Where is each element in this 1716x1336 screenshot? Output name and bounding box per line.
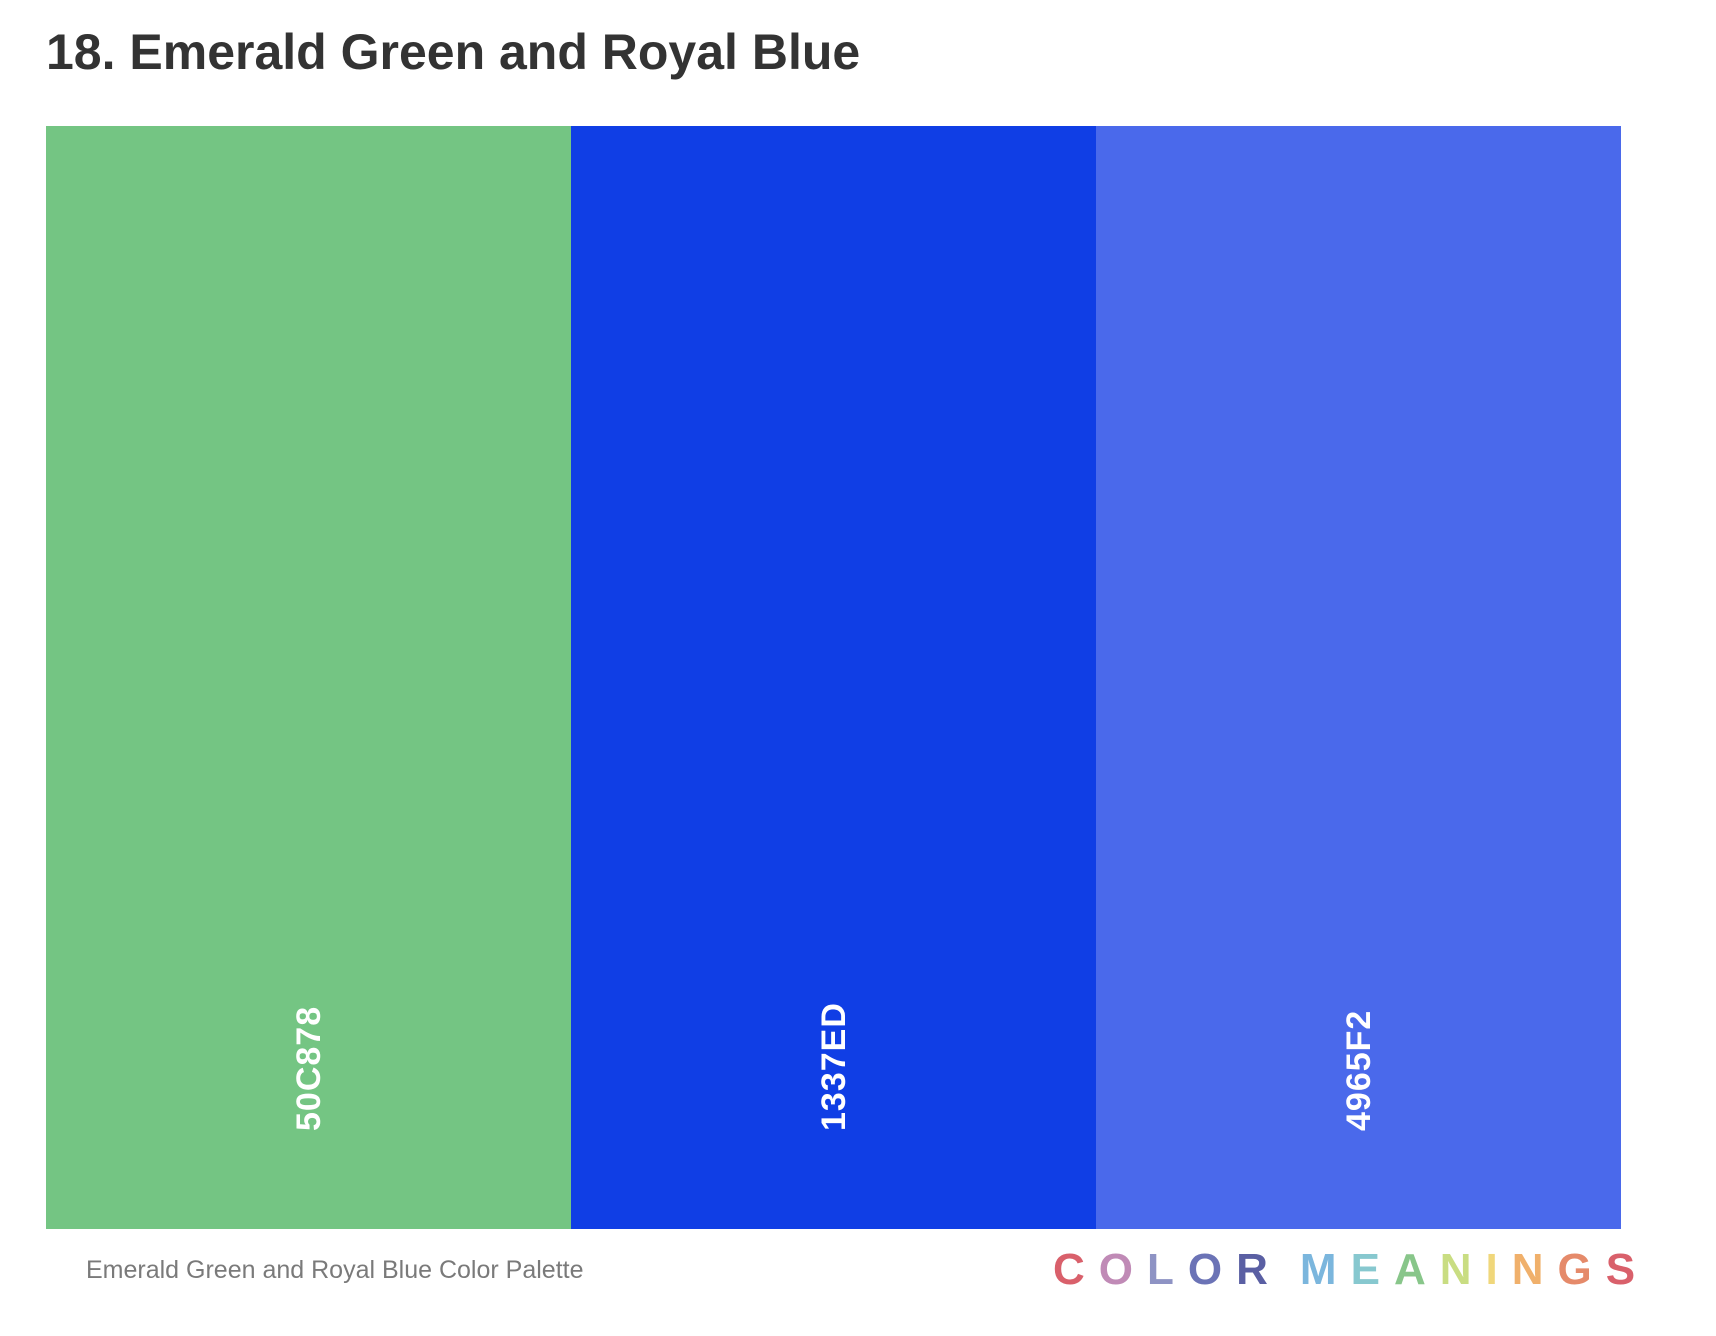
swatch-hex-code: 1337ED	[814, 1002, 853, 1131]
color-swatch: 4965F2	[1096, 126, 1621, 1229]
logo-word: MEANINGS	[1299, 1245, 1650, 1294]
logo-word: COLOR	[1053, 1245, 1282, 1294]
swatch-hex-code: 4965F2	[1339, 1009, 1378, 1131]
color-swatch: 50C878	[46, 126, 571, 1229]
color-palette: 50C878 1337ED 4965F2	[46, 126, 1621, 1229]
color-meanings-logo: COLOR MEANINGS	[1053, 1243, 1649, 1297]
page-title: 18. Emerald Green and Royal Blue	[46, 24, 861, 80]
color-swatch: 1337ED	[571, 126, 1096, 1229]
palette-caption: Emerald Green and Royal Blue Color Palet…	[86, 1256, 584, 1284]
swatch-hex-code: 50C878	[289, 1005, 328, 1131]
